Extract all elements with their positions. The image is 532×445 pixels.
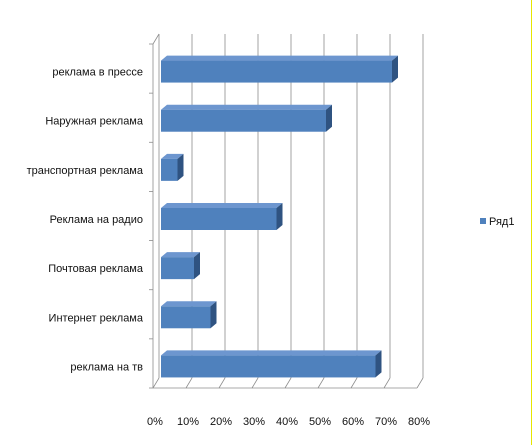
category-label: Наружная реклама: [45, 116, 144, 128]
bar-top-face: [161, 104, 332, 110]
category-label: реклама в прессе: [52, 67, 143, 79]
category-label: Почтовая реклама: [48, 263, 144, 275]
grid-diagonal: [350, 377, 358, 389]
category-label: транспортная реклама: [27, 165, 144, 177]
grid-diagonal: [383, 377, 391, 389]
category-label: Реклама на радио: [50, 214, 143, 226]
bar-top-face: [161, 301, 217, 307]
x-tick-label: 40%: [276, 416, 298, 428]
bar-side-face: [194, 252, 200, 280]
grid-diagonal: [317, 377, 325, 389]
bar: [161, 301, 217, 329]
bar: [161, 55, 398, 83]
bar-front-face: [161, 158, 178, 181]
bar-side-face: [276, 203, 283, 230]
bar-side-face: [392, 55, 398, 83]
category-labels: реклама в прессе Наружная реклама транспор…: [27, 67, 144, 374]
bar: [161, 203, 283, 230]
bar-side-face: [210, 301, 217, 329]
bar: [161, 153, 184, 181]
category-label: Интернет реклама: [49, 312, 144, 324]
grid-diagonal: [251, 377, 259, 389]
x-tick-label: 60%: [342, 416, 364, 428]
x-tick-label: 80%: [408, 416, 430, 428]
bar-front-face: [161, 257, 194, 280]
grid-diagonal: [218, 377, 226, 389]
bar-top-face: [161, 55, 398, 61]
x-tick-label: 0%: [147, 416, 163, 428]
category-label: реклама на тв: [70, 361, 143, 373]
bar-top-face: [161, 203, 283, 208]
legend-series-label: Ряд1: [489, 216, 514, 228]
bar-top-face: [161, 350, 382, 356]
bar-side-face: [375, 350, 382, 378]
bar-front-face: [161, 60, 392, 83]
bar: [161, 252, 200, 280]
legend: Ряд1: [480, 216, 514, 228]
x-tick-label: 50%: [309, 416, 331, 428]
x-tick-label: 30%: [243, 416, 265, 428]
bar-top-face: [161, 252, 200, 258]
bar-front-face: [161, 306, 211, 329]
bar: [161, 350, 382, 378]
bar: [161, 104, 332, 132]
x-tick-labels: 0% 10% 20% 30% 40% 50% 60% 70% 80%: [147, 416, 430, 428]
axis-left-top-diagonal: [152, 33, 160, 45]
bar-side-face: [326, 104, 332, 132]
grid-diagonal: [284, 377, 292, 389]
bars-layer: [161, 55, 398, 378]
bar-top-face: [161, 153, 184, 159]
bar-side-face: [177, 153, 184, 181]
bar-front-face: [161, 109, 326, 132]
bar-front-face: [161, 355, 376, 378]
x-tick-label: 10%: [177, 416, 199, 428]
grid-diagonal: [152, 377, 160, 389]
x-tick-label: 70%: [375, 416, 397, 428]
bar-front-face: [161, 208, 277, 230]
grid-diagonal: [185, 377, 193, 389]
legend-swatch: [480, 218, 486, 224]
grid-diagonal: [416, 377, 424, 389]
x-tick-label: 20%: [210, 416, 232, 428]
